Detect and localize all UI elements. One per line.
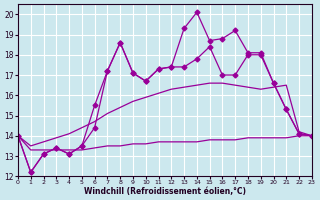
X-axis label: Windchill (Refroidissement éolien,°C): Windchill (Refroidissement éolien,°C) xyxy=(84,187,246,196)
